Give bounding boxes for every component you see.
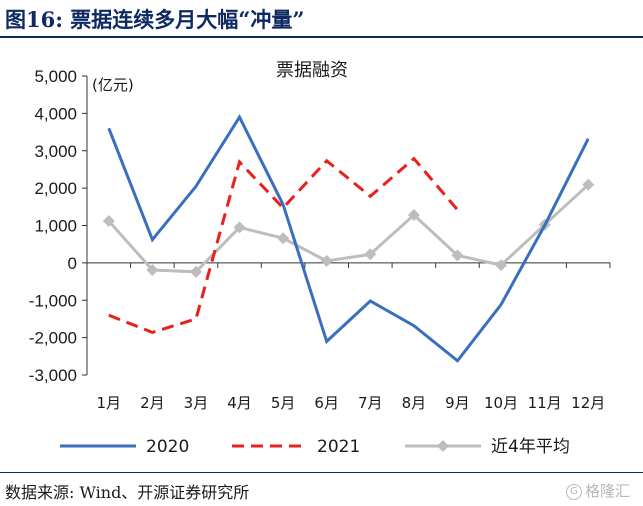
data-point-avg: [233, 221, 246, 234]
data-point-avg: [407, 209, 420, 222]
figure-header: 图16: 票据连续多月大幅“冲量”: [0, 0, 643, 38]
watermark-logo-icon: G: [566, 483, 582, 500]
x-tick-label: 7月: [358, 394, 383, 412]
data-point-avg: [146, 263, 159, 276]
series-line-2020: [107, 114, 590, 363]
x-tick-label: 10月: [484, 394, 518, 412]
header-rule: [0, 36, 643, 38]
y-tick-label: -3,000: [29, 366, 77, 385]
legend-label: 近4年平均: [491, 437, 570, 457]
y-tick-label: 1,000: [34, 217, 77, 236]
y-axis-unit-label: (亿元): [92, 76, 134, 94]
x-tick-label: 8月: [402, 394, 427, 412]
y-tick-label: 2,000: [34, 179, 77, 198]
data-point-avg: [451, 249, 464, 262]
footer-rule: [0, 472, 643, 473]
legend-label: 2021: [317, 437, 360, 457]
x-tick-label: 11月: [528, 394, 562, 412]
series-line-2021: [108, 156, 459, 334]
data-point-avg: [320, 255, 333, 268]
x-tick-label: 3月: [184, 394, 209, 412]
x-tick-label: 4月: [227, 394, 252, 412]
x-tick-label: 5月: [271, 394, 296, 412]
x-tick-label: 9月: [445, 394, 470, 412]
legend-marker: [437, 440, 449, 452]
data-point-avg: [582, 178, 595, 191]
y-tick-label: 5,000: [34, 67, 77, 86]
data-point-avg: [189, 265, 202, 278]
x-tick-label: 6月: [314, 394, 339, 412]
watermark-text: 格隆汇: [585, 482, 631, 500]
legend-label: 2020: [146, 437, 189, 457]
figure-title: 图16: 票据连续多月大幅“冲量”: [5, 7, 305, 32]
data-point-avg: [277, 232, 290, 245]
x-tick-label: 1月: [97, 394, 122, 412]
y-tick-label: -1,000: [29, 291, 77, 310]
watermark: G 格隆汇: [566, 480, 630, 501]
line-chart: 5,000 4,000 3,000 2,000 1,000 0 -1,000 -2,000 -3…: [29, 60, 611, 457]
x-tick-label: 12月: [571, 394, 605, 412]
y-tick-label: 3,000: [34, 142, 77, 161]
data-point-avg: [364, 248, 377, 261]
series-line-avg: [107, 183, 590, 274]
y-tick-label: 0: [68, 254, 77, 273]
data-point-avg: [102, 215, 115, 228]
chart-title: 票据融资: [276, 60, 348, 81]
data-point-avg: [495, 259, 508, 272]
x-tick-label: 2月: [140, 394, 165, 412]
y-tick-label: -2,000: [29, 329, 77, 348]
y-tick-label: 4,000: [34, 104, 77, 123]
figure-source: 数据来源: Wind、开源证券研究所: [5, 483, 250, 502]
